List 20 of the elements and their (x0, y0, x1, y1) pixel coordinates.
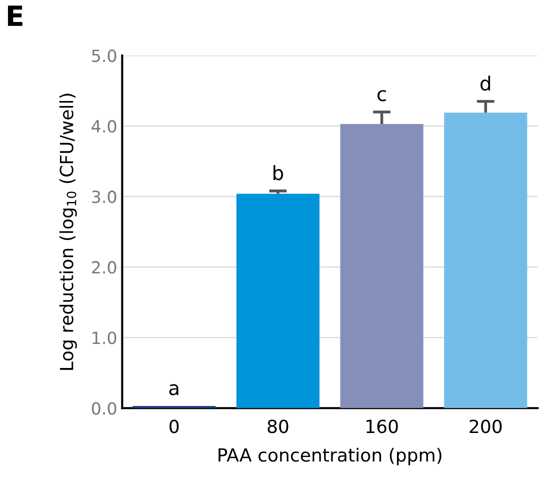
annotation: a (169, 384, 178, 396)
y-tick-label: 4.0 (92, 120, 116, 133)
bar (340, 124, 424, 408)
y-tick-label: 2.0 (92, 261, 116, 274)
x-tick-label: 200 (470, 420, 502, 434)
bar (236, 194, 320, 408)
text: E (8, 6, 22, 26)
x-tick-label: 0 (170, 420, 179, 434)
y-axis-title: Log reduction (log$_{10}$ (CFU/well) (59, 94, 77, 370)
annotation: d (480, 76, 490, 91)
annotation: c (378, 90, 386, 102)
y-tick-label: 1.0 (92, 332, 116, 344)
y-tick-label: 5.0 (92, 50, 116, 62)
x-tick-label: 80 (268, 420, 288, 434)
annotation: b (274, 165, 284, 180)
bar (444, 112, 528, 408)
x-axis-title: PAA concentration (ppm) (218, 448, 442, 466)
y-tick-label: 0.0 (92, 402, 116, 415)
x-tick-label: 160 (366, 420, 398, 434)
y-tick-label: 3.0 (92, 190, 116, 204)
